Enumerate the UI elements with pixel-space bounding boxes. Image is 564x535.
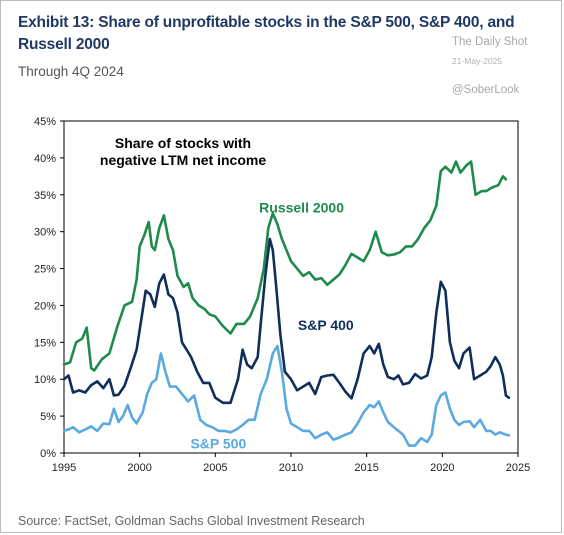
x-tick-label: 2005 [203, 462, 227, 474]
x-tick-label: 2010 [279, 462, 303, 474]
y-tick-label: 25% [34, 264, 56, 276]
y-tick-label: 0% [40, 448, 56, 460]
chart-annotation-line: negative LTM net income [100, 152, 266, 168]
source-note: Source: FactSet, Goldman Sachs Global In… [18, 514, 365, 528]
series-label-s-p-500: S&P 500 [190, 436, 246, 452]
series-label-s-p-400: S&P 400 [298, 317, 354, 333]
chart-annotation-line: Share of stocks with [115, 135, 251, 151]
series-line-s-p-500 [62, 344, 511, 447]
series-line-s-p-400 [62, 237, 511, 405]
y-tick-label: 40% [34, 153, 56, 165]
series-line-russell-2000 [62, 160, 508, 372]
chart-title: Exhibit 13: Share of unprofitable stocks… [18, 14, 515, 53]
x-tick-label: 2020 [430, 462, 454, 474]
y-tick-label: 45% [34, 116, 56, 128]
chart-subtitle: Through 4Q 2024 [18, 64, 124, 79]
series-label-russell-2000: Russell 2000 [259, 199, 344, 215]
x-tick-label: 2015 [354, 462, 378, 474]
watermark-publisher: The Daily Shot [452, 36, 528, 48]
y-tick-label: 35% [34, 190, 56, 202]
y-tick-label: 20% [34, 300, 56, 312]
watermark-handle: @SoberLook [452, 84, 520, 96]
y-tick-label: 5% [40, 411, 56, 423]
y-tick-label: 15% [34, 337, 56, 349]
x-tick-label: 2000 [127, 462, 151, 474]
x-tick-label: 1995 [52, 462, 76, 474]
x-tick-label: 2025 [506, 462, 530, 474]
y-tick-label: 10% [34, 374, 56, 386]
y-tick-label: 30% [34, 227, 56, 239]
watermark-date: 21-May-2025 [452, 56, 503, 66]
